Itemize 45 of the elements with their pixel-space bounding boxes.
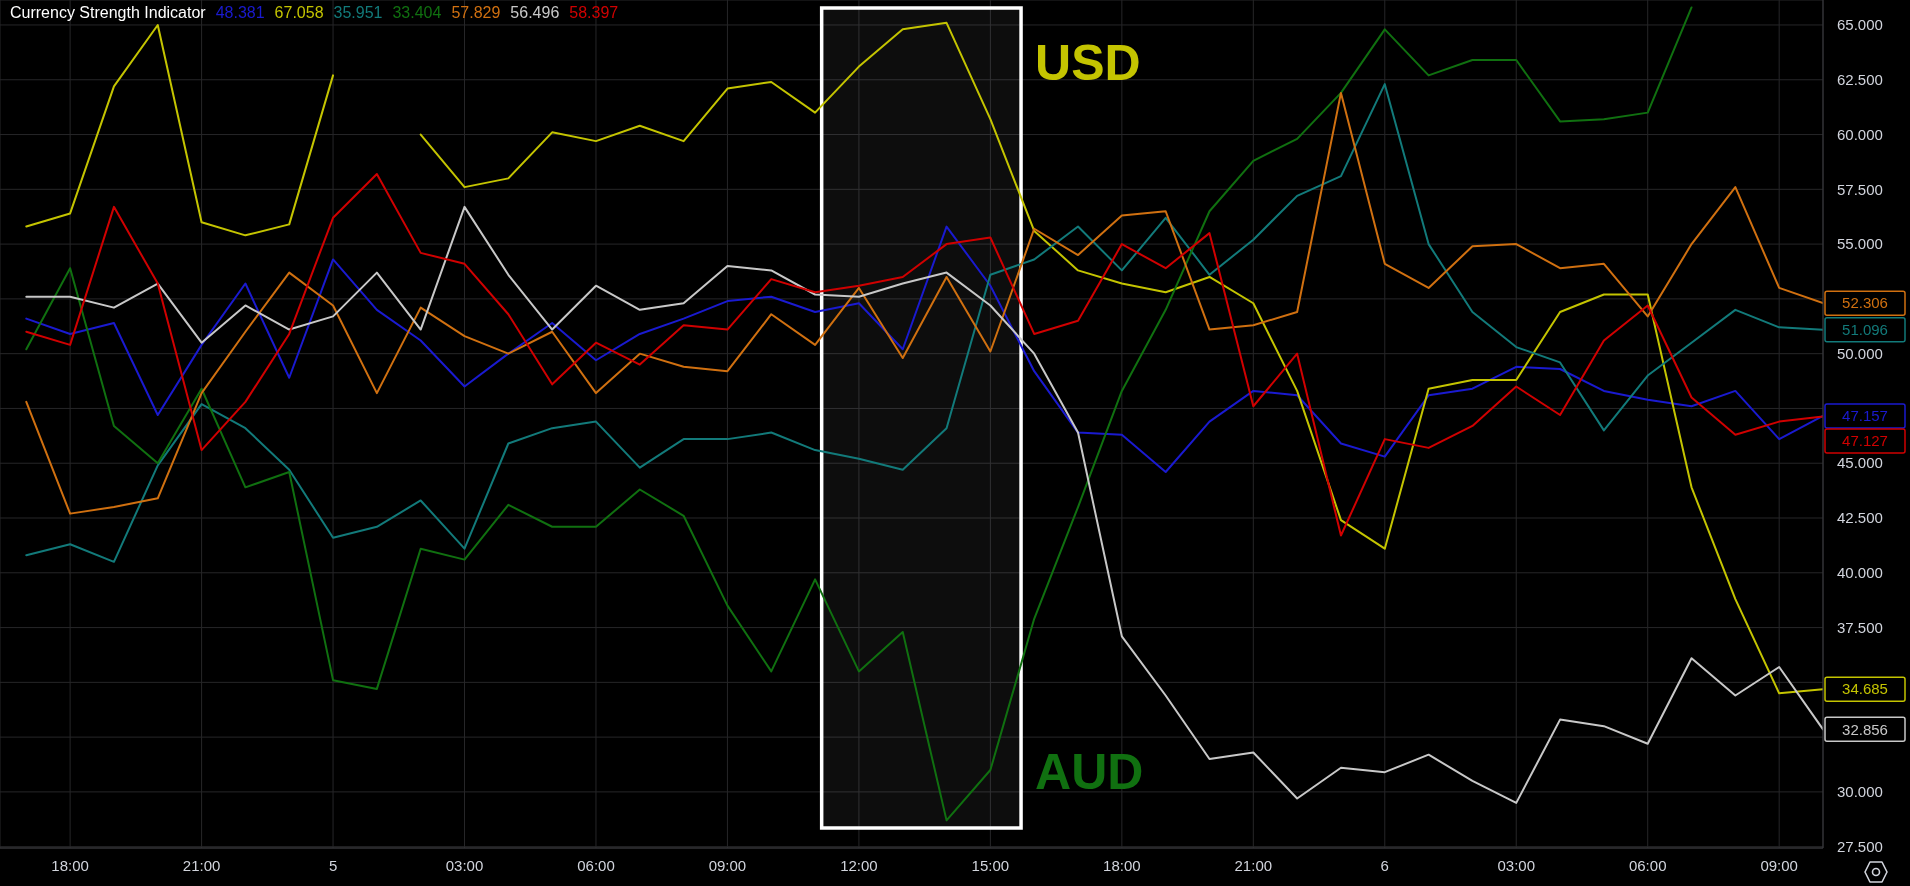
annotation: 58.397 <box>569 4 619 22</box>
x-tick-label: 18:00 <box>51 856 89 874</box>
annotation: 35.951 <box>333 4 383 22</box>
data-label: 52.306 <box>1842 294 1888 312</box>
annotation: 56.496 <box>510 4 560 22</box>
x-tick-label: 12:00 <box>840 856 878 874</box>
x-tick-label: 03:00 <box>445 856 484 874</box>
x-tick-label: 06:00 <box>1628 856 1667 874</box>
y-tick-label: 55.000 <box>1837 235 1883 253</box>
x-tick-label: 09:00 <box>708 856 747 874</box>
chart-title: Currency Strength Indicator <box>10 4 206 22</box>
x-tick-label: 09:00 <box>1760 856 1798 874</box>
y-tick-label: 62.500 <box>1837 71 1883 89</box>
x-tick-label: 21:00 <box>182 856 221 874</box>
y-tick-label: 45.000 <box>1837 454 1883 472</box>
series-label: USD <box>1035 34 1141 91</box>
y-tick-label: 27.500 <box>1837 837 1883 855</box>
y-tick-label: 37.500 <box>1837 618 1883 636</box>
line-series <box>25 205 1823 804</box>
y-tick-label: 57.500 <box>1837 180 1883 198</box>
x-tick-label: 5 <box>328 856 338 874</box>
x-tick-label: 03:00 <box>1497 856 1536 874</box>
x-tick-label: 06:00 <box>577 856 615 874</box>
data-label: 34.685 <box>1842 680 1888 698</box>
x-tick-label: 18:00 <box>1103 856 1141 874</box>
series-label: AUD <box>1035 744 1144 801</box>
annotation: 67.058 <box>274 4 324 22</box>
y-tick-label: 50.000 <box>1837 344 1883 362</box>
data-label: 47.127 <box>1842 432 1888 450</box>
annotation: 33.404 <box>392 4 442 22</box>
x-tick-label: 15:00 <box>971 856 1010 874</box>
x-tick-label: 6 <box>1380 856 1389 874</box>
y-tick-label: 30.000 <box>1837 783 1883 801</box>
line-series <box>25 172 1823 537</box>
y-tick-label: 42.500 <box>1837 509 1883 527</box>
y-tick-label: 60.000 <box>1837 125 1883 143</box>
line-series <box>25 225 1823 473</box>
data-label: 51.096 <box>1842 320 1888 338</box>
y-tick-label: 40.000 <box>1837 564 1883 582</box>
data-label: 32.856 <box>1842 720 1888 738</box>
annotation: 57.829 <box>451 4 501 22</box>
x-tick-label: 21:00 <box>1234 856 1273 874</box>
data-label: 47.157 <box>1842 407 1888 425</box>
annotation: 48.381 <box>215 4 265 22</box>
y-tick-label: 65.000 <box>1837 16 1883 34</box>
